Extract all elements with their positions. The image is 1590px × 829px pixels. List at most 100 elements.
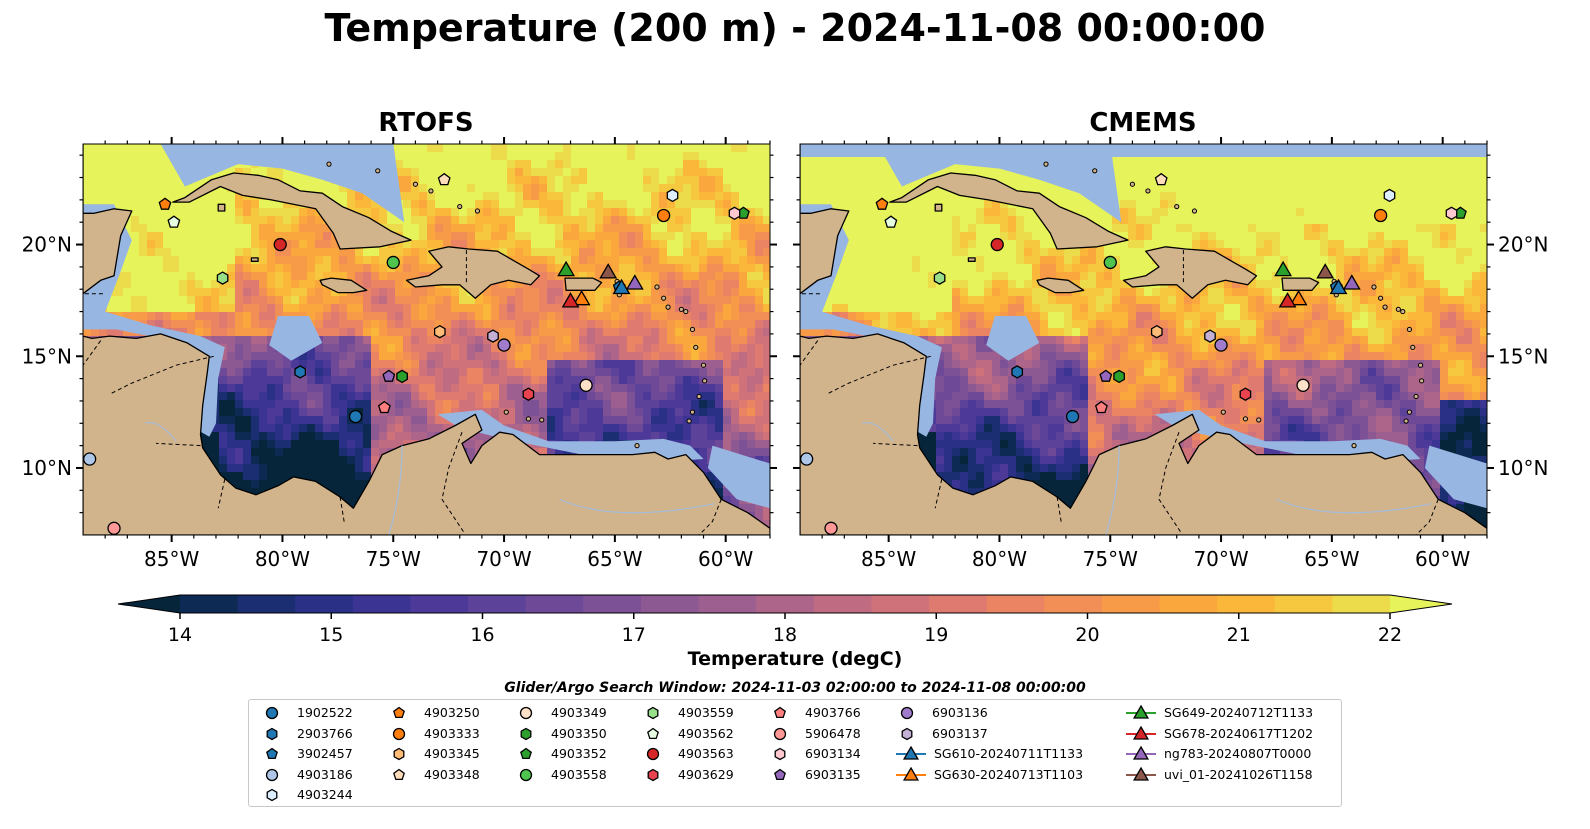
legend-marker-icon	[266, 727, 278, 740]
legend-marker-icon	[647, 727, 659, 739]
search-window-label: Glider/Argo Search Window: 2024-11-03 02…	[504, 680, 1086, 696]
legend-marker-icon	[265, 706, 279, 720]
legend-label: 4903186	[297, 766, 353, 782]
colorbar-segment	[986, 595, 1045, 613]
panel-title-rtofs: RTOFS	[378, 108, 474, 138]
legend-marker-icon	[393, 768, 405, 780]
legend-marker-icon	[647, 768, 659, 781]
colorbar-segment	[756, 595, 815, 613]
platform-marker-1902522	[1065, 409, 1080, 424]
legend-label: 4903562	[678, 725, 734, 741]
platform-marker-6903135	[382, 369, 396, 382]
platform-marker-4903629	[522, 387, 535, 401]
y-tick-label: 10°N	[22, 456, 72, 480]
colorbar-segment	[929, 595, 988, 613]
legend-marker-icon	[520, 727, 532, 740]
platform-marker-4903333	[656, 208, 671, 223]
legend-marker-icon	[896, 745, 926, 760]
platform-marker-4903345	[433, 324, 446, 339]
platform-marker-6903137	[487, 329, 499, 343]
platform-marker-SG678-20240617T1202	[561, 292, 580, 308]
platform-marker-5906478	[824, 521, 838, 535]
platform-marker-4903562	[884, 215, 898, 228]
legend-label: 4903352	[551, 746, 607, 761]
x-tick-label: 70°W	[1193, 547, 1248, 571]
platform-marker-4903348	[437, 172, 451, 186]
platform-marker-SG649-20240712T1133	[557, 260, 576, 277]
legend-marker-icon	[896, 766, 926, 781]
colorbar-segment	[1332, 595, 1391, 613]
colorbar-tick-label: 16	[470, 624, 494, 646]
platform-marker-4903186	[83, 452, 97, 466]
legend-marker-icon	[901, 727, 913, 740]
platform-marker-6903134	[1445, 206, 1458, 221]
legend-marker-icon	[774, 768, 786, 780]
platform-marker-4903559	[933, 271, 946, 285]
platform-marker-SG610-20240711T1133	[612, 278, 631, 295]
legend-marker-icon	[900, 706, 914, 720]
colorbar-segment	[871, 595, 930, 613]
legend-label: 4903345	[424, 746, 480, 761]
legend-label: 6903137	[932, 725, 988, 741]
legend-marker-icon	[266, 788, 278, 802]
platform-marker-SG610-20240711T1133	[1329, 278, 1348, 295]
legend-label: 4903559	[678, 705, 734, 720]
legend-label: uvi_01-20241026T1158	[1164, 766, 1313, 782]
x-tick-label: 60°W	[698, 547, 753, 571]
legend-label: 4903250	[424, 705, 480, 720]
legend-marker-icon	[1126, 704, 1156, 719]
legend-marker-icon	[266, 747, 278, 760]
legend-label: 6903136	[932, 705, 988, 720]
legend-marker-icon	[774, 747, 786, 761]
legend-marker-icon	[265, 768, 279, 781]
platform-marker-4903244	[1383, 188, 1396, 203]
legend-marker-icon	[1126, 745, 1156, 760]
colorbar-segment	[1274, 595, 1333, 613]
y-tick-label: 20°N	[1498, 233, 1548, 257]
colorbar-segment	[468, 595, 527, 613]
colorbar-segment	[1217, 595, 1276, 613]
legend-marker-icon	[392, 727, 406, 740]
platform-marker-6903135	[1099, 369, 1113, 382]
legend-marker-icon	[519, 706, 533, 720]
platform-marker-2903766	[1011, 365, 1024, 379]
map-panels: 85°W 80°W 75°W 70°W 65°W 60°W 20°N 15°N 10°N 85°…	[22, 137, 1548, 571]
colorbar-tick-label: 17	[622, 624, 646, 646]
legend-label: SG649-20240712T1133	[1164, 705, 1314, 720]
legend-marker-icon	[520, 747, 532, 760]
platform-marker-uvi_01-20241026T1158	[1316, 263, 1335, 279]
legend-marker-icon	[647, 706, 659, 720]
colorbar-extend-max	[1390, 595, 1452, 613]
platform-marker-4903766	[1094, 400, 1108, 414]
colorbar-tick-label: 20	[1075, 624, 1099, 646]
platform-marker-4903250	[158, 197, 172, 210]
colorbar-segment	[525, 595, 584, 613]
legend-marker-icon	[393, 747, 405, 761]
legend-label: 4903349	[551, 705, 607, 720]
legend-label: 2903766	[297, 725, 353, 741]
x-tick-label: 65°W	[587, 547, 642, 571]
platform-marker-4903766	[377, 400, 391, 414]
legend-label: 6903135	[805, 766, 861, 782]
x-tick-label: 80°W	[972, 547, 1027, 571]
platform-marker-uvi_01-20241026T1158	[599, 263, 618, 279]
legend-marker-icon	[646, 747, 660, 761]
legend-label: 4903629	[678, 766, 734, 782]
colorbar-label: Temperature (degC)	[687, 648, 903, 670]
colorbar-tick-label: 14	[168, 624, 192, 646]
map-panel-rtofs: 85°W 80°W 75°W 70°W 65°W 60°W 20°N 15°N 10°N	[22, 137, 777, 571]
platform-marker-ng783-20240807T0000	[1342, 274, 1361, 290]
platform-marker-4903348	[1154, 172, 1168, 186]
figure-title: Temperature (200 m) - 2024-11-08 00:00:0…	[324, 6, 1266, 50]
platform-marker-SG678-20240617T1202	[1278, 292, 1297, 308]
legend-marker-icon	[519, 768, 533, 781]
legend-label: 4903766	[805, 705, 861, 720]
platform-marker-6903136	[497, 338, 511, 352]
colorbar-ticks: 14 15 16 17 18 19 20 21 22	[168, 613, 1402, 646]
legend-label: 3902457	[297, 746, 353, 761]
x-tick-label: 80°W	[255, 547, 310, 571]
colorbar-segment	[1044, 595, 1103, 613]
platform-legend: 1902522 2903766 3902457 4903186 4903244 49032…	[248, 699, 1342, 807]
colorbar-segment	[1159, 595, 1218, 613]
legend-marker-icon	[773, 727, 787, 740]
